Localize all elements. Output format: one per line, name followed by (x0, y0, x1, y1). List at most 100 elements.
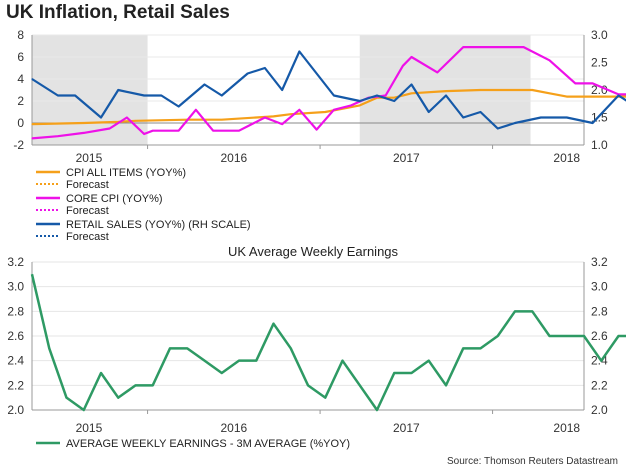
data-point (238, 130, 240, 132)
legend-forecast-label-2: Forecast (66, 231, 109, 243)
data-point (117, 89, 119, 91)
data-point (31, 273, 33, 275)
left-axis-tick-label: -2 (13, 138, 24, 152)
data-point (350, 104, 352, 106)
left-axis-tick-label: 0 (17, 116, 24, 130)
data-point (617, 335, 620, 337)
data-point (203, 360, 206, 362)
data-point (212, 130, 214, 132)
data-point (479, 347, 482, 349)
legend-label-1: CORE CPI (YOY%) (66, 193, 163, 205)
data-point (238, 360, 240, 362)
data-point (57, 94, 59, 97)
data-point (316, 129, 318, 131)
data-point (264, 116, 266, 119)
data-point (31, 123, 33, 125)
data-point (134, 384, 137, 386)
data-point (341, 360, 344, 362)
legend-forecast-label-0: Forecast (66, 179, 109, 191)
data-point (169, 347, 171, 349)
bottom-x-tick-label: 2015 (76, 421, 103, 435)
data-point (333, 94, 335, 97)
data-point (592, 122, 594, 124)
data-point (31, 78, 33, 80)
data-point (272, 115, 275, 117)
data-point (393, 100, 395, 102)
data-point (83, 132, 85, 134)
data-point (462, 116, 464, 119)
data-point (272, 323, 275, 325)
data-point (479, 111, 482, 113)
data-point (143, 133, 145, 135)
data-point (83, 122, 85, 124)
bottom-left-tick-label: 2.0 (7, 403, 24, 417)
data-point (462, 46, 464, 48)
earnings-line (30, 274, 626, 412)
data-point (178, 130, 180, 132)
data-point (436, 71, 438, 73)
data-point (479, 89, 482, 91)
data-point (48, 347, 50, 349)
bottom-panel: UK Average Weekly Earnings 2.0 2.0 2.2 2.2 2.… (7, 244, 626, 467)
data-point (497, 127, 499, 130)
series-line-2 (31, 50, 626, 130)
data-point (548, 59, 551, 61)
data-point (152, 384, 154, 386)
data-point (255, 360, 257, 362)
data-point (445, 90, 447, 92)
data-point (531, 310, 533, 312)
data-point (290, 113, 292, 115)
data-point (203, 83, 206, 86)
data-point (410, 56, 413, 58)
data-point (281, 89, 283, 91)
left-axis-tick-label: 8 (17, 28, 24, 42)
data-point (65, 397, 68, 399)
data-point (376, 409, 378, 411)
data-point (428, 360, 430, 362)
data-point (514, 310, 516, 312)
bottom-x-tick-label: 2017 (393, 421, 420, 435)
bottom-x-tick-label: 2018 (553, 421, 580, 435)
data-point (617, 94, 620, 97)
data-point (462, 347, 464, 349)
data-point (523, 46, 525, 48)
data-point (359, 384, 361, 386)
bottom-left-tick-label: 3.0 (7, 280, 24, 294)
data-point (376, 94, 378, 97)
data-point (333, 109, 335, 111)
legend-label-0: CPI ALL ITEMS (YOY%) (66, 167, 186, 179)
bottom-left-tick-label: 3.2 (7, 255, 24, 269)
bottom-left-tick-label: 2.4 (7, 354, 24, 368)
bottom-legend-label: AVERAGE WEEKLY EARNINGS - 3M AVERAGE (%Y… (66, 438, 350, 450)
right-axis-tick-label: 1.0 (591, 138, 608, 152)
data-point (592, 82, 594, 84)
data-point (100, 116, 102, 119)
legend-label-2: RETAIL SALES (YOY%) (RH SCALE) (66, 219, 251, 231)
data-point (31, 137, 33, 139)
data-point (497, 335, 499, 337)
left-axis-tick-label: 2 (17, 94, 24, 108)
data-point (281, 123, 283, 125)
data-point (290, 347, 292, 349)
data-point (324, 397, 326, 399)
x-tick-label: 2016 (220, 151, 247, 165)
right-axis-tick-label: 2.0 (591, 83, 608, 97)
left-axis-tick-label: 4 (17, 72, 24, 86)
left-axis-tick-label: 6 (17, 50, 24, 64)
data-point (445, 94, 447, 97)
data-point (574, 82, 576, 84)
data-point (359, 100, 361, 102)
data-point (221, 372, 223, 374)
bottom-left-tick-label: 2.6 (7, 329, 24, 343)
x-tick-label: 2017 (393, 151, 420, 165)
data-point (566, 96, 568, 98)
right-axis-tick-label: 3.0 (591, 28, 608, 42)
data-point (247, 72, 249, 75)
data-point (445, 384, 447, 386)
data-point (255, 116, 257, 119)
data-point (428, 111, 430, 113)
data-point (195, 109, 197, 111)
